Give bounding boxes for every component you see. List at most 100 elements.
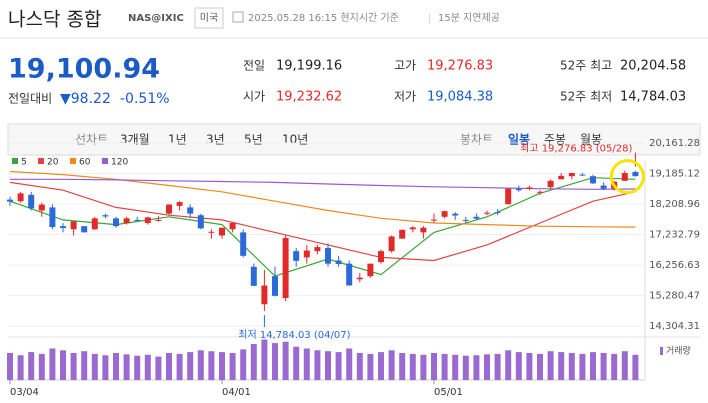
x-tick-label: 04/01 (222, 387, 251, 398)
candle-body (431, 219, 437, 221)
candle-body (113, 218, 119, 227)
y-tick-label: 15,280.47 (649, 291, 700, 302)
volume-bar (388, 350, 395, 380)
candle-body (240, 232, 247, 256)
volume-bar (102, 355, 109, 380)
candle-body (325, 248, 331, 264)
volume-bar (197, 350, 204, 380)
volume-bar (568, 353, 575, 380)
candle-body (17, 193, 24, 202)
candle-body (144, 217, 151, 224)
y-tick-label: 20,161.28 (649, 138, 700, 149)
candle-body (356, 277, 363, 280)
volume-bar (166, 353, 172, 380)
tab-label: 선차트 (75, 133, 108, 147)
candle-body (600, 185, 607, 189)
candle-body (166, 204, 172, 214)
tab[interactable]: 3개월 (120, 133, 150, 147)
candle-body (579, 174, 586, 176)
candle-body (49, 207, 56, 228)
change-pct: -0.51% (120, 91, 170, 107)
y-tick-label: 18,208.96 (649, 199, 700, 210)
volume-bar (155, 356, 162, 380)
volume-bar (144, 354, 151, 380)
volume-bar (49, 348, 56, 380)
info-label: 52주 최고 (560, 59, 612, 73)
volume-bar (250, 344, 257, 380)
volume-bar (367, 353, 374, 380)
candle-body (303, 250, 310, 258)
volume-bar (272, 343, 278, 380)
legend-swatch (70, 158, 76, 164)
volume-bar (399, 353, 406, 380)
highlight-circle (609, 159, 645, 195)
volume-bar (314, 350, 321, 380)
candle-body (590, 176, 596, 184)
volume-bar (240, 349, 247, 380)
volume-bar (282, 341, 289, 380)
candle-body (282, 238, 289, 299)
candle-body (346, 263, 353, 286)
tab[interactable]: 3년 (206, 133, 225, 147)
calendar-icon (232, 11, 244, 23)
volume-swatch (660, 347, 663, 355)
tab[interactable]: 10년 (282, 133, 308, 147)
tab[interactable]: 1년 (168, 133, 187, 147)
candle-body (219, 227, 225, 236)
volume-bar (579, 353, 586, 380)
candle-body (526, 187, 533, 189)
candle-body (134, 219, 141, 221)
candle-body (261, 285, 268, 305)
candle-body (505, 188, 512, 205)
tab[interactable]: 5년 (244, 133, 263, 147)
change: ▼98.22 (60, 91, 111, 107)
volume-bar (261, 339, 268, 380)
ma-line (9, 181, 636, 262)
volume-bar (81, 351, 88, 380)
candle-body (335, 260, 342, 264)
volume-bar (60, 350, 66, 380)
candle-body (441, 211, 448, 217)
candle-body (494, 212, 501, 214)
volume-bar (547, 351, 554, 380)
y-tick-label: 16,256.63 (649, 260, 700, 271)
candle-body (91, 218, 98, 230)
volume-bar (335, 352, 342, 380)
volume-bar (303, 348, 310, 380)
volume-bar (38, 353, 45, 380)
volume-bar (611, 353, 618, 380)
change-label: 전일대비 (8, 92, 52, 106)
tab-label: 봉차트 (460, 133, 493, 147)
volume-bar (70, 353, 77, 380)
volume-bar (494, 353, 501, 380)
volume-bar (356, 353, 363, 380)
y-tick-label: 19,185.12 (649, 168, 700, 179)
candle-body (367, 263, 374, 277)
info-label: 전일 (243, 59, 265, 73)
candle-body (7, 199, 13, 202)
code: NAS@IXIC (128, 13, 184, 24)
candle-body (314, 247, 321, 252)
candle-body (250, 266, 257, 286)
volume-bar (219, 352, 225, 380)
candle-body (123, 218, 130, 224)
info-value: 19,084.38 (427, 90, 493, 105)
price: 19,100.94 (8, 54, 160, 85)
candle-body (558, 175, 565, 180)
legend-swatch (102, 158, 108, 164)
candle-body (484, 212, 490, 214)
candle-body (547, 180, 554, 188)
candle-body (208, 231, 215, 233)
candle-body (473, 216, 480, 219)
volume-bar (537, 353, 543, 380)
candle-body (60, 226, 66, 229)
candle-body (420, 227, 427, 233)
candle-body (102, 215, 109, 217)
info-value: 19,276.83 (427, 59, 493, 74)
info-label: 시가 (243, 90, 265, 104)
volume-bar (473, 355, 480, 380)
legend-label: 5 (21, 158, 27, 168)
volume-bar (515, 352, 522, 380)
volume-bar (134, 355, 141, 380)
